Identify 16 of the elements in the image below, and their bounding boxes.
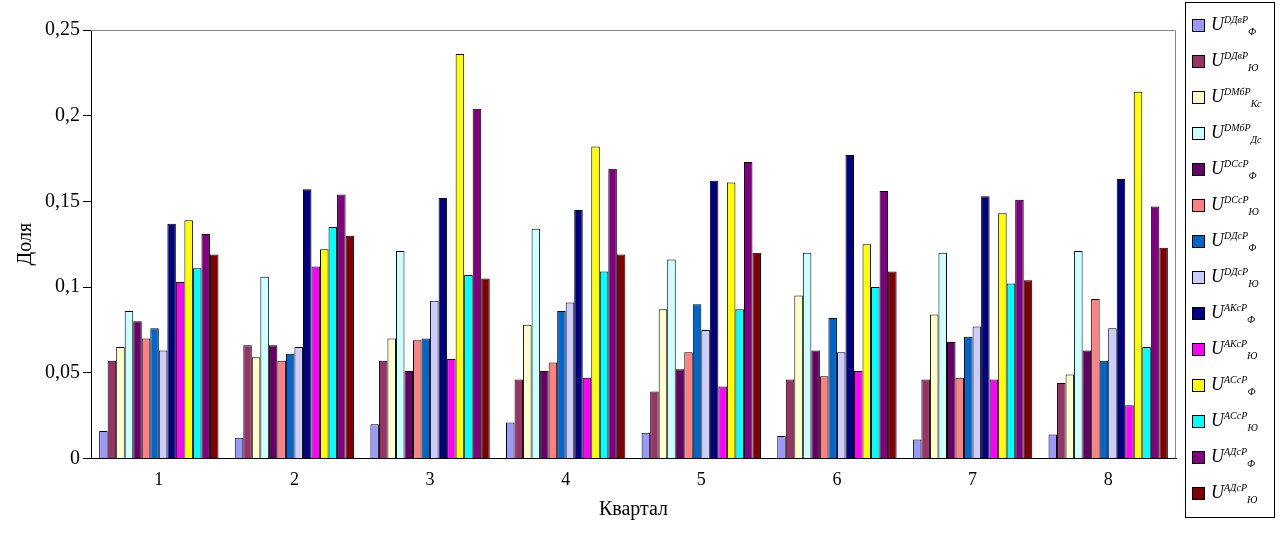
y-tick-label: 0,2 <box>55 102 80 125</box>
y-tick-label: 0,05 <box>45 359 80 382</box>
y-tick-label: 0,25 <box>45 17 80 40</box>
x-tick-label: 8 <box>1103 468 1113 489</box>
y-tick-label: 0 <box>70 445 80 468</box>
x-tick-label: 1 <box>154 468 164 489</box>
y-axis-title: Доля <box>13 222 37 266</box>
x-tick-label: 3 <box>425 468 435 489</box>
y-tick-label: 0,1 <box>55 274 80 297</box>
x-tick-label: 5 <box>696 468 706 489</box>
x-tick-label: 7 <box>968 468 978 489</box>
x-tick-label: 4 <box>561 468 571 489</box>
x-axis-title: Квартал <box>598 497 669 521</box>
x-tick-label: 2 <box>289 468 299 489</box>
y-tick-label: 0,15 <box>45 188 80 211</box>
x-tick-label: 6 <box>832 468 842 489</box>
